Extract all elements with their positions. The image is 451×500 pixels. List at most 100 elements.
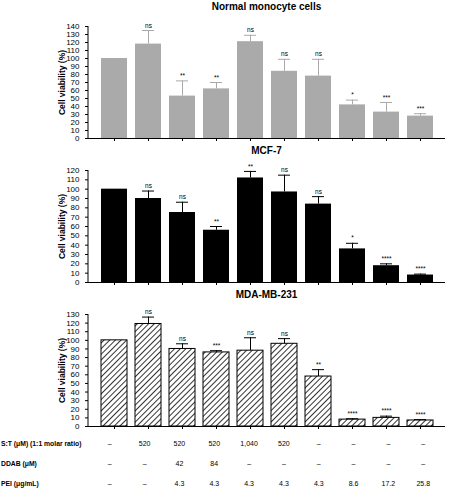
svg-text:ns: ns — [281, 166, 289, 173]
svg-text:130: 130 — [66, 310, 80, 319]
svg-text:17.2: 17.2 — [382, 480, 396, 487]
svg-text:****: **** — [347, 410, 358, 417]
svg-text:80: 80 — [71, 353, 80, 362]
svg-text:90: 90 — [71, 345, 80, 354]
svg-text:**: ** — [214, 218, 220, 225]
svg-text:***: *** — [213, 342, 221, 349]
svg-text:90: 90 — [71, 62, 80, 71]
svg-text:4.3: 4.3 — [209, 480, 219, 487]
svg-text:84: 84 — [210, 460, 218, 467]
svg-text:40: 40 — [71, 241, 80, 250]
svg-text:520: 520 — [174, 440, 186, 447]
svg-text:60: 60 — [71, 222, 80, 231]
svg-text:ns: ns — [315, 188, 323, 195]
svg-text:ns: ns — [247, 26, 255, 33]
svg-text:30: 30 — [71, 110, 80, 119]
svg-text:ns: ns — [281, 50, 289, 57]
svg-text:Cell viability (%): Cell viability (%) — [57, 50, 67, 115]
svg-text:–: – — [421, 460, 425, 467]
svg-text:20: 20 — [71, 405, 80, 414]
svg-text:520: 520 — [208, 440, 220, 447]
svg-text:**: ** — [180, 72, 186, 79]
svg-text:–: – — [143, 460, 147, 467]
svg-text:4.3: 4.3 — [314, 480, 324, 487]
svg-text:120: 120 — [66, 319, 80, 328]
svg-text:–: – — [352, 440, 356, 447]
svg-text:**: ** — [214, 74, 220, 81]
svg-text:Cell viability (%): Cell viability (%) — [57, 338, 67, 403]
svg-text:–: – — [108, 460, 112, 467]
svg-text:**: ** — [248, 163, 254, 170]
svg-text:–: – — [317, 460, 321, 467]
svg-text:–: – — [386, 440, 390, 447]
svg-text:0: 0 — [75, 278, 80, 287]
svg-text:50: 50 — [71, 231, 80, 240]
svg-text:–: – — [421, 440, 425, 447]
svg-text:20: 20 — [71, 259, 80, 268]
svg-text:***: *** — [417, 105, 425, 112]
svg-text:ns: ns — [145, 182, 153, 189]
svg-text:140: 140 — [66, 22, 80, 31]
svg-text:ns: ns — [315, 50, 323, 57]
svg-text:4.3: 4.3 — [244, 480, 254, 487]
svg-text:10: 10 — [71, 413, 80, 422]
svg-text:70: 70 — [71, 213, 80, 222]
svg-text:90: 90 — [71, 194, 80, 203]
svg-text:****: **** — [381, 255, 392, 262]
svg-text:30: 30 — [71, 250, 80, 259]
svg-text:ns: ns — [247, 329, 255, 336]
svg-text:ns: ns — [179, 335, 187, 342]
svg-text:–: – — [317, 440, 321, 447]
svg-text:60: 60 — [71, 86, 80, 95]
svg-text:*: * — [351, 234, 354, 241]
svg-text:40: 40 — [71, 388, 80, 397]
svg-text:****: **** — [415, 411, 426, 418]
svg-text:S:T (μM) (1:1 molar ratio): S:T (μM) (1:1 molar ratio) — [1, 440, 81, 448]
svg-text:1,040: 1,040 — [240, 440, 258, 447]
svg-text:–: – — [143, 480, 147, 487]
svg-text:80: 80 — [71, 70, 80, 79]
svg-text:–: – — [282, 460, 286, 467]
svg-text:0: 0 — [75, 134, 80, 143]
svg-text:Cell viability (%): Cell viability (%) — [57, 194, 67, 259]
svg-text:***: *** — [383, 94, 391, 101]
svg-text:42: 42 — [176, 460, 184, 467]
svg-text:0: 0 — [75, 422, 80, 431]
svg-text:80: 80 — [71, 203, 80, 212]
svg-text:50: 50 — [71, 379, 80, 388]
svg-text:DDAB (μM): DDAB (μM) — [1, 460, 37, 468]
svg-text:110: 110 — [67, 175, 80, 184]
svg-text:8.6: 8.6 — [349, 480, 359, 487]
svg-text:4.3: 4.3 — [279, 480, 289, 487]
svg-text:120: 120 — [66, 166, 80, 175]
svg-text:PEI (μg/mL): PEI (μg/mL) — [1, 480, 39, 488]
svg-text:30: 30 — [71, 396, 80, 405]
svg-text:ns: ns — [145, 22, 153, 29]
svg-text:–: – — [247, 460, 251, 467]
svg-text:110: 110 — [67, 327, 80, 336]
svg-text:–: – — [386, 460, 390, 467]
svg-text:ns: ns — [281, 330, 289, 337]
svg-text:100: 100 — [66, 336, 80, 345]
svg-text:100: 100 — [66, 54, 80, 63]
svg-text:20: 20 — [71, 118, 80, 127]
svg-text:****: **** — [415, 265, 426, 272]
svg-text:520: 520 — [278, 440, 290, 447]
svg-text:–: – — [108, 480, 112, 487]
svg-text:120: 120 — [66, 38, 80, 47]
svg-text:60: 60 — [71, 370, 80, 379]
svg-text:100: 100 — [66, 185, 80, 194]
svg-text:–: – — [108, 440, 112, 447]
svg-text:10: 10 — [71, 269, 80, 278]
svg-text:4.3: 4.3 — [175, 480, 185, 487]
svg-text:–: – — [352, 460, 356, 467]
svg-text:70: 70 — [71, 362, 80, 371]
svg-text:ns: ns — [179, 193, 187, 200]
svg-text:50: 50 — [71, 94, 80, 103]
svg-text:10: 10 — [71, 126, 80, 135]
svg-text:130: 130 — [66, 30, 80, 39]
svg-text:ns: ns — [145, 308, 153, 315]
svg-text:**: ** — [316, 361, 322, 368]
svg-text:40: 40 — [71, 102, 80, 111]
svg-text:110: 110 — [67, 46, 80, 55]
